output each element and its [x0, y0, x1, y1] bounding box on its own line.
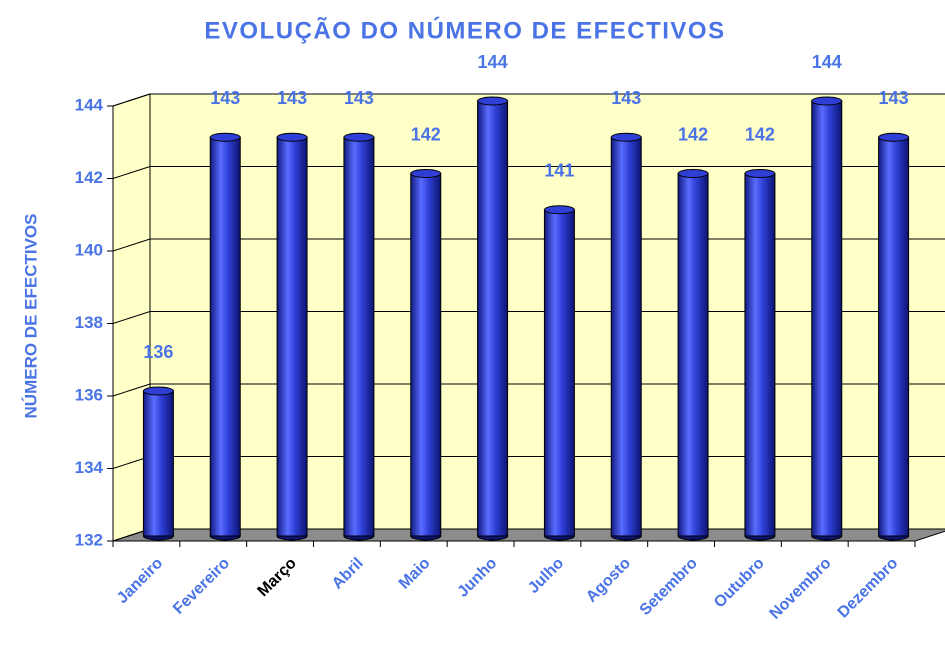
data-label: 143 [611, 88, 641, 108]
bar-top [610, 132, 642, 142]
x-tick-label: Novembro [767, 555, 835, 623]
grid-line [112, 93, 945, 107]
bar-top [811, 96, 843, 106]
bar-top [744, 169, 776, 178]
bar [276, 136, 308, 537]
y-tick-label: 136 [75, 385, 103, 404]
y-tick-label: 140 [75, 240, 103, 259]
data-label: 141 [544, 161, 574, 181]
x-tick-label: Dezembro [835, 555, 902, 622]
y-tick-label: 134 [75, 458, 104, 477]
data-label: 143 [344, 88, 374, 108]
y-tick-label: 142 [75, 168, 103, 187]
bar [209, 136, 241, 537]
bar-top [209, 132, 241, 142]
bar-top [878, 132, 910, 142]
bar-top [477, 96, 509, 106]
x-tick-label: Setembro [637, 555, 701, 619]
x-tick-label: Outubro [711, 555, 768, 612]
x-tick-label: Janeiro [114, 555, 166, 607]
bar [811, 100, 843, 537]
bar [543, 209, 575, 537]
data-label: 142 [745, 124, 775, 144]
bar-top [276, 132, 308, 142]
bar [410, 173, 442, 537]
bar [610, 136, 642, 537]
data-label: 143 [879, 88, 909, 108]
data-label: 142 [411, 124, 441, 144]
data-label: 136 [143, 342, 173, 362]
bar-top [677, 169, 709, 178]
bar-top [543, 205, 575, 215]
y-tick-label: 138 [75, 313, 103, 332]
data-label: 144 [812, 52, 842, 72]
x-tick-label: Maio [396, 555, 434, 593]
data-label: 143 [210, 88, 240, 108]
bar-top [343, 132, 375, 142]
bar [677, 173, 709, 537]
y-tick-label: 144 [75, 95, 104, 114]
y-axis-label: NÚMERO DE EFECTIVOS [21, 214, 40, 419]
x-tick-label: Julho [525, 555, 567, 597]
x-tick-label: Junho [454, 555, 500, 601]
bar-top [142, 386, 174, 396]
bar [744, 173, 776, 537]
chart-title: EVOLUÇÃO DO NÚMERO DE EFECTIVOS [204, 16, 725, 44]
bar [477, 100, 509, 537]
bar [142, 390, 174, 537]
x-tick-label: Fevereiro [170, 555, 233, 618]
x-tick-label: Abril [329, 555, 367, 593]
data-label: 142 [678, 124, 708, 144]
bar-top [410, 169, 442, 178]
y-tick-label: 132 [75, 530, 103, 549]
bar [343, 136, 375, 537]
grid-line [112, 166, 945, 179]
data-label: 143 [277, 88, 307, 108]
x-tick-label: Março [255, 555, 301, 601]
bar [878, 136, 910, 537]
x-tick-label: Agosto [583, 555, 634, 606]
data-label: 144 [478, 52, 508, 72]
